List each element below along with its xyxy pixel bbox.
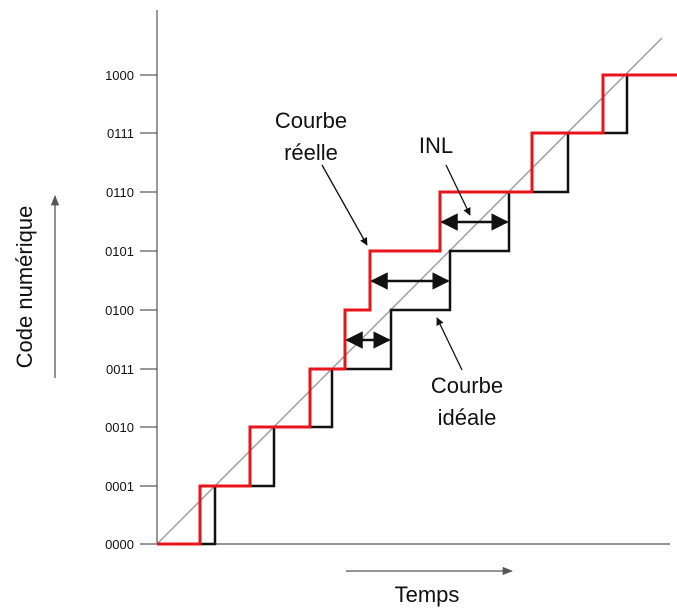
y-tick-label: 0001 [105, 479, 134, 494]
y-ticks [140, 74, 157, 545]
ideale-pointer-line [436, 317, 463, 371]
y-tick-labels: 0000 0001 0010 0011 0100 0101 0110 0111 … [105, 68, 134, 552]
diagonal-reference-line [156, 37, 663, 545]
ideale-label-line1: Courbe [431, 373, 503, 398]
reelle-label-line2: réelle [284, 140, 338, 165]
ideale-label-line2: idéale [438, 405, 497, 430]
y-tick-label: 0110 [106, 185, 134, 200]
y-tick-label: 0011 [106, 362, 134, 377]
x-axis-title: Temps [395, 582, 460, 607]
inl-label: INL [419, 133, 453, 158]
y-tick-label: 0010 [105, 420, 134, 435]
real-curve [157, 73, 677, 546]
y-tick-label: 1000 [105, 68, 134, 83]
y-tick-label: 0101 [105, 244, 134, 259]
reelle-pointer-line [321, 164, 368, 246]
y-axis-title: Code numérique [12, 206, 37, 369]
y-tick-label: 0000 [105, 537, 134, 552]
y-tick-label: 0100 [105, 303, 134, 318]
reelle-label-line1: Courbe [275, 108, 347, 133]
inl-pointer-line [445, 164, 471, 216]
ideal-curve [157, 73, 677, 546]
y-tick-label: 0111 [107, 126, 134, 141]
